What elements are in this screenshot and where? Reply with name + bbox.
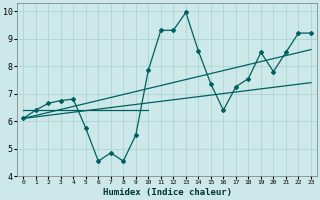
X-axis label: Humidex (Indice chaleur): Humidex (Indice chaleur) <box>103 188 232 197</box>
